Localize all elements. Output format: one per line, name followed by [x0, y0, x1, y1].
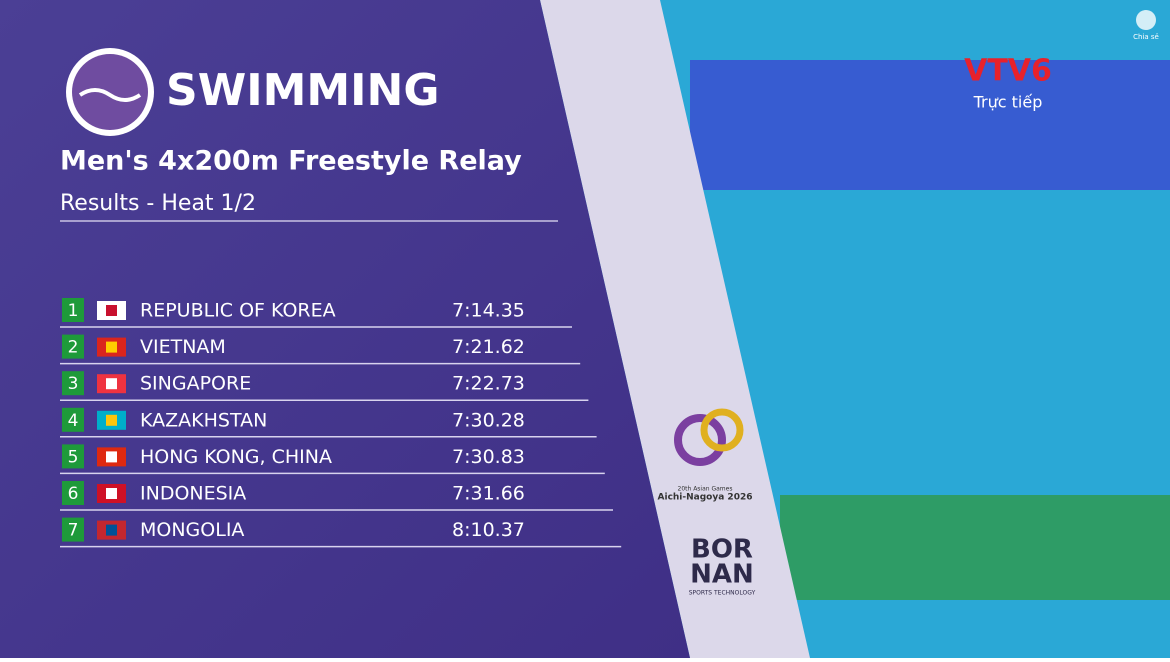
lane-rope-green — [780, 495, 1170, 600]
time: 7:31.66 — [452, 483, 525, 505]
games-edition: 20th Asian Games — [678, 486, 733, 493]
share-label[interactable]: Chia sẻ — [1133, 33, 1159, 41]
rank: 1 — [68, 301, 79, 321]
games-host: Aichi-Nagoya 2026 — [658, 493, 753, 503]
time: 7:21.62 — [452, 336, 525, 358]
time: 7:22.73 — [452, 373, 525, 395]
flag-detail — [106, 414, 117, 426]
rank-box — [62, 371, 84, 396]
country: REPUBLIC OF KOREA — [140, 300, 336, 322]
flag-detail — [106, 524, 117, 536]
country: VIETNAM — [140, 336, 226, 358]
rank: 3 — [68, 374, 79, 394]
sponsor-line2: NAN — [690, 560, 754, 590]
flag-detail — [106, 305, 117, 316]
rank-box — [62, 481, 84, 505]
games-logo-2 — [700, 408, 744, 452]
lane-rope-blue — [690, 60, 1170, 190]
rank: 5 — [68, 447, 79, 467]
rank-box — [62, 334, 84, 359]
rank: 4 — [68, 411, 79, 431]
time: 7:30.83 — [452, 446, 525, 468]
time: 7:14.35 — [452, 300, 525, 322]
time: 7:30.28 — [452, 409, 525, 431]
event-title: Men's 4x200m Freestyle Relay — [60, 146, 522, 177]
subtitle: Results - Heat 1/2 — [60, 191, 256, 216]
country: MONGOLIA — [140, 519, 244, 541]
time: 8:10.37 — [452, 519, 525, 541]
rank-box — [62, 298, 84, 322]
country: SINGAPORE — [140, 373, 251, 395]
share-icon[interactable] — [1136, 10, 1156, 30]
games-logo — [674, 414, 726, 466]
flag-detail — [106, 378, 117, 390]
swimmer-icon — [78, 88, 142, 102]
rank-box — [62, 407, 84, 432]
broadcaster-status: Trực tiếp — [973, 93, 1043, 112]
sport-title: SWIMMING — [166, 65, 439, 116]
country: INDONESIA — [140, 483, 246, 505]
flag-detail — [106, 451, 117, 463]
country: KAZAKHSTAN — [140, 409, 267, 431]
sponsor-tagline: SPORTS TECHNOLOGY — [689, 590, 756, 597]
country: HONG KONG, CHINA — [140, 446, 332, 468]
sponsor-line1: BOR — [691, 535, 753, 565]
flag-detail — [106, 488, 117, 499]
rank-box — [62, 444, 84, 469]
results-panel — [0, 0, 690, 658]
flag-detail — [106, 341, 117, 353]
rank: 7 — [68, 521, 79, 541]
results-table: 1 REPUBLIC OF KOREA 7:14.35 2 VIETNAM 7:21.62… — [60, 298, 622, 548]
broadcaster-logo: VTV6 — [964, 54, 1052, 89]
rank-box — [62, 517, 84, 542]
rank: 6 — [68, 484, 79, 504]
rank: 2 — [68, 338, 79, 358]
sport-icon-inner — [72, 54, 148, 130]
diagonal-stripe — [540, 0, 810, 658]
